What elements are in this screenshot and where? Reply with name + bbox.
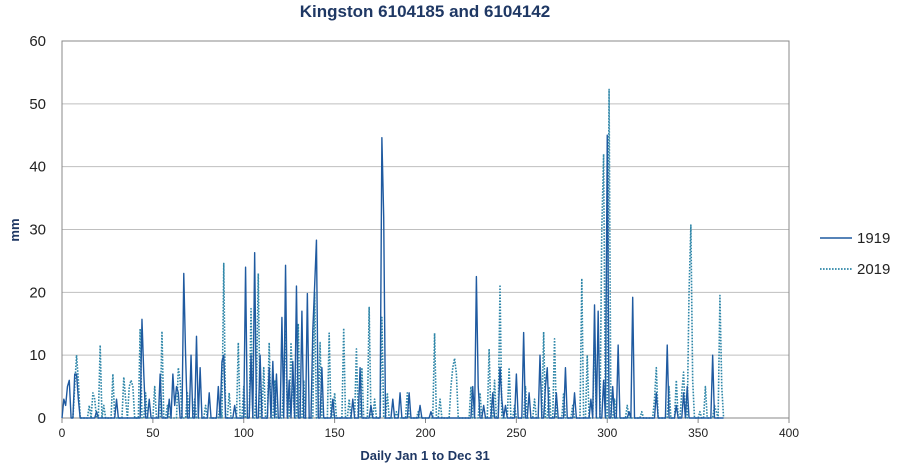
y-tick-label: 0 [38, 410, 46, 427]
x-axis-label: Daily Jan 1 to Dec 31 [360, 448, 489, 463]
y-tick-label: 40 [29, 159, 46, 176]
x-tick-label: 0 [59, 426, 66, 440]
legend: 1919 2019 [820, 230, 890, 278]
x-tick-label: 300 [597, 426, 617, 440]
chart-title: Kingston 6104185 and 6104142 [300, 2, 550, 21]
x-tick-label: 400 [779, 426, 799, 440]
series-line-1919 [61, 134, 724, 419]
x-tick-label: 150 [325, 426, 345, 440]
plot-area: 0 10 20 30 40 50 60 0 50 100 150 200 250 300 350 400 [29, 33, 799, 440]
series-line-2019 [72, 88, 725, 419]
x-tick-label: 200 [415, 426, 435, 440]
y-tick-label: 60 [29, 33, 46, 50]
x-tick-label: 50 [146, 426, 160, 440]
y-tick-label: 20 [29, 284, 46, 301]
legend-label-2019: 2019 [857, 261, 890, 278]
legend-label-1919: 1919 [857, 230, 890, 247]
y-tick-label: 10 [29, 347, 46, 364]
x-tick-label: 250 [506, 426, 526, 440]
y-axis-label: mm [7, 218, 22, 241]
x-tick-label: 100 [234, 426, 254, 440]
y-tick-label: 30 [29, 222, 46, 239]
y-tick-label: 50 [29, 96, 46, 113]
x-tick-label: 350 [688, 426, 708, 440]
